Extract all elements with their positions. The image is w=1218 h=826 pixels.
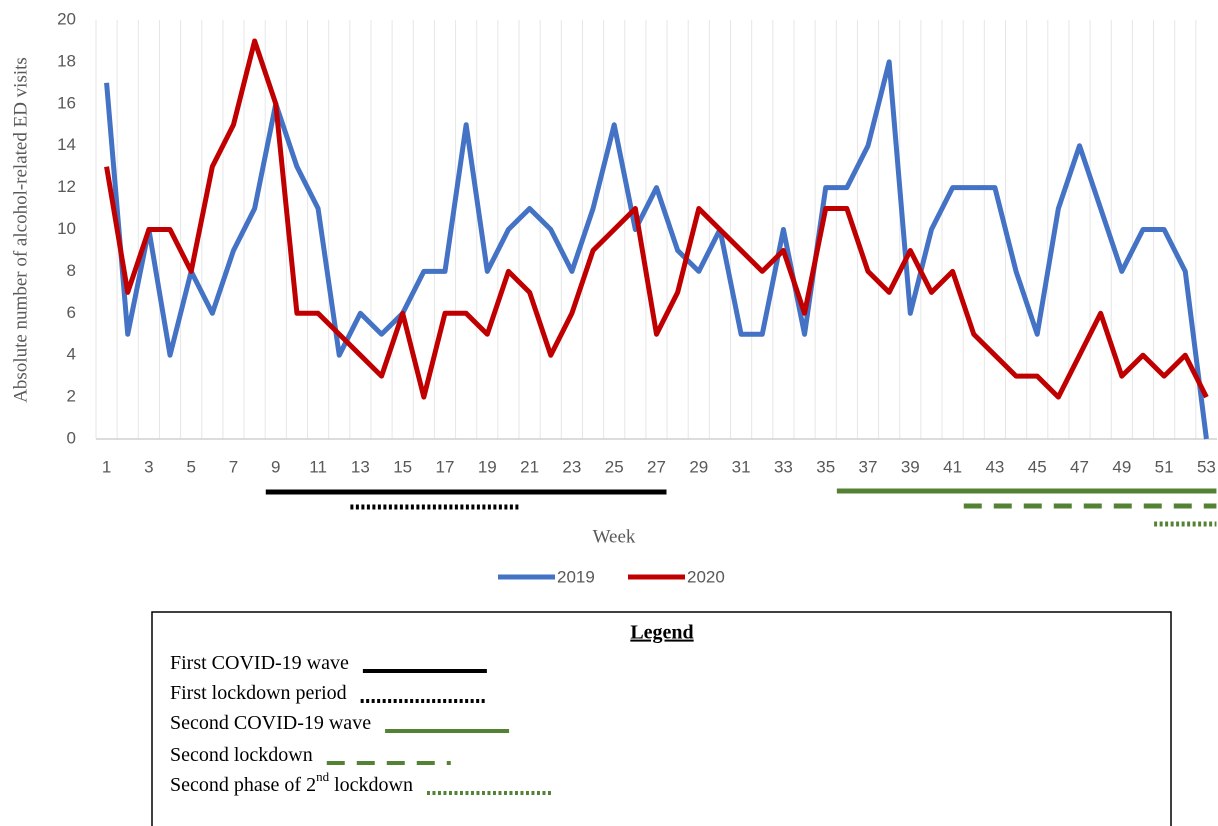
x-tick-label: 1 — [102, 457, 111, 476]
x-tick-label: 11 — [309, 457, 327, 476]
y-tick-label: 16 — [57, 93, 76, 112]
y-tick-label: 8 — [67, 261, 76, 280]
x-tick-label: 39 — [901, 457, 920, 476]
x-axis-title: Week — [593, 526, 636, 547]
x-tick-label: 21 — [520, 457, 539, 476]
legend-label: 2019 — [557, 567, 595, 586]
series-line — [104, 59, 1209, 440]
legend-label: 2020 — [687, 567, 725, 586]
series-line — [104, 38, 1209, 400]
x-tick-label: 31 — [732, 457, 751, 476]
y-tick-label: 18 — [57, 51, 76, 70]
y-tick-label: 4 — [67, 345, 76, 364]
x-tick-label: 19 — [478, 457, 497, 476]
label-text: First lockdown period — [170, 682, 347, 704]
y-tick-label: 20 — [57, 9, 76, 28]
x-tick-label: 3 — [144, 457, 153, 476]
label-text: lockdown — [329, 774, 413, 796]
period-label: Second lockdown — [170, 744, 313, 766]
y-tick-label: 2 — [67, 387, 76, 406]
label-text: Second phase of 2 — [170, 774, 316, 796]
x-tick-label: 27 — [647, 457, 666, 476]
label-text: Second COVID-19 wave — [170, 712, 371, 734]
y-tick-label: 6 — [67, 303, 76, 322]
x-tick-label: 43 — [985, 457, 1004, 476]
legend-title: Legend — [630, 622, 693, 644]
x-tick-label: 7 — [229, 457, 238, 476]
x-tick-label: 49 — [1112, 457, 1131, 476]
x-tick-label: 53 — [1197, 457, 1216, 476]
label-text: Second lockdown — [170, 744, 313, 766]
x-tick-label: 51 — [1155, 457, 1174, 476]
x-tick-label: 13 — [351, 457, 370, 476]
label-text: First COVID-19 wave — [170, 652, 349, 674]
x-tick-label: 33 — [774, 457, 793, 476]
y-tick-label: 12 — [57, 177, 76, 196]
y-tick-label: 10 — [57, 219, 76, 238]
x-tick-label: 15 — [393, 457, 412, 476]
x-tick-label: 45 — [1028, 457, 1047, 476]
x-tick-label: 23 — [562, 457, 581, 476]
x-tick-label: 47 — [1070, 457, 1089, 476]
x-tick-label: 29 — [689, 457, 708, 476]
x-tick-label: 9 — [271, 457, 280, 476]
y-tick-label: 14 — [57, 135, 76, 154]
x-tick-label: 41 — [943, 457, 962, 476]
legend-box — [151, 611, 1172, 826]
period-label: First lockdown period — [170, 682, 347, 704]
x-tick-label: 37 — [859, 457, 878, 476]
period-label: First COVID-19 wave — [170, 652, 349, 674]
x-tick-label: 35 — [816, 457, 835, 476]
y-tick-label: 0 — [67, 428, 76, 447]
x-tick-label: 5 — [186, 457, 195, 476]
period-label: Second phase of 2nd lockdown — [170, 769, 413, 796]
label-sup: nd — [316, 769, 330, 784]
period-label: Second COVID-19 wave — [170, 712, 371, 734]
x-tick-label: 17 — [436, 457, 455, 476]
y-axis-title: Absolute number of alcohol-related ED vi… — [10, 57, 31, 403]
x-tick-label: 25 — [605, 457, 624, 476]
